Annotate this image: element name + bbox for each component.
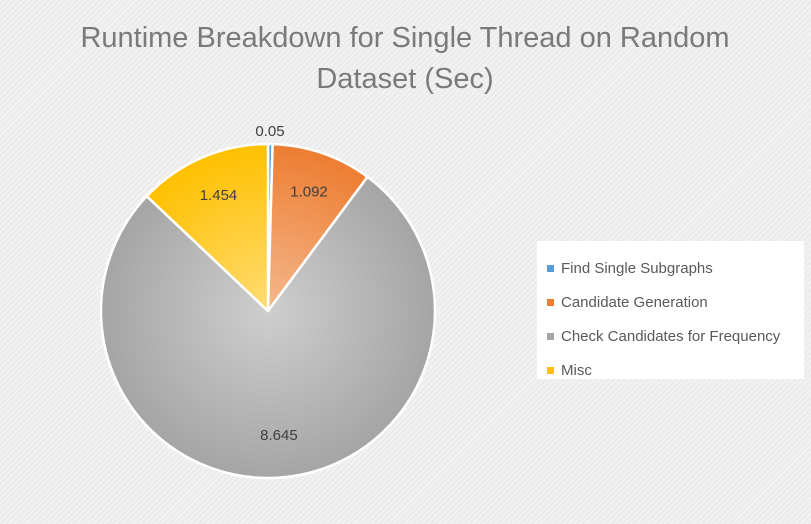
legend-label: Check Candidates for Frequency bbox=[561, 327, 781, 345]
data-label-find-single-subgraphs: 0.05 bbox=[255, 123, 284, 140]
legend: Find Single Subgraphs Candidate Generati… bbox=[537, 241, 804, 379]
legend-label: Misc bbox=[561, 361, 592, 379]
legend-swatch bbox=[547, 366, 554, 374]
legend-item-misc: Misc bbox=[547, 353, 804, 387]
legend-item-find-single-subgraphs: Find Single Subgraphs bbox=[547, 251, 804, 285]
slice-misc bbox=[145, 142, 270, 313]
slice-check-candidates bbox=[99, 175, 437, 480]
slice-candidate-generation bbox=[266, 142, 369, 313]
legend-swatch bbox=[547, 264, 554, 272]
legend-label: Candidate Generation bbox=[561, 293, 708, 311]
data-label-check-candidates: 8.645 bbox=[260, 427, 298, 444]
data-label-candidate-generation: 1.092 bbox=[290, 184, 328, 201]
legend-item-check-candidates: Check Candidates for Frequency bbox=[547, 319, 804, 353]
data-label-misc: 1.454 bbox=[200, 187, 238, 204]
chart-title: Runtime Breakdown for Single Thread on R… bbox=[80, 22, 730, 95]
legend-swatch bbox=[547, 298, 554, 306]
legend-label: Find Single Subgraphs bbox=[561, 259, 713, 277]
legend-swatch bbox=[547, 332, 554, 340]
legend-item-candidate-generation: Candidate Generation bbox=[547, 285, 804, 319]
